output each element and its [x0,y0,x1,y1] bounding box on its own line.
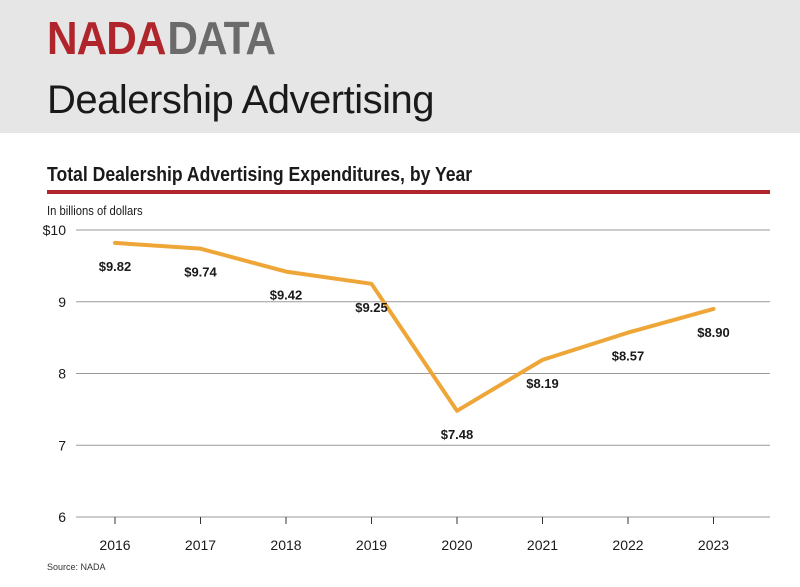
header-band: NADADATA Dealership Advertising [0,0,800,133]
y-tick-label: 6 [58,509,66,525]
logo-data-text: DATA [167,12,276,64]
source-note: Source: NADA [47,562,106,572]
data-label: $8.19 [526,376,559,391]
y-tick-label: 9 [58,294,66,310]
x-tick-label: 2018 [270,537,301,553]
x-tick-label: 2023 [698,537,729,553]
data-label: $8.57 [612,349,645,364]
y-axis-ticks: 6 7 8 9 $10 [43,222,67,525]
y-tick-label: $10 [43,222,67,238]
data-labels: $9.82 $9.74 $9.42 $9.25 $7.48 $8.19 $8.57 $8.90 [99,259,730,442]
x-axis: 2016 2017 2018 2019 2020 2021 2022 2023 [99,517,729,553]
units-note: In billions of dollars [47,204,143,218]
page-title: Dealership Advertising [47,78,435,122]
data-label: $9.42 [270,288,303,303]
nada-data-logo: NADADATA [47,10,276,66]
y-tick-label: 7 [58,437,66,453]
x-tick-label: 2016 [99,537,130,553]
x-tick-label: 2017 [185,537,216,553]
data-label: $9.82 [99,259,132,274]
x-tick-label: 2022 [612,537,643,553]
chart-title: Total Dealership Advertising Expenditure… [47,164,473,186]
data-label: $9.74 [184,265,217,280]
data-label: $8.90 [697,325,730,340]
title-divider [47,190,770,194]
y-tick-label: 8 [58,366,66,382]
gridlines [76,229,770,518]
x-tick-label: 2021 [527,537,558,553]
logo-nada-text: NADA [47,12,166,64]
data-label: $9.25 [355,300,388,315]
x-tick-label: 2020 [441,537,472,553]
data-label: $7.48 [441,427,474,442]
series-group [113,240,716,413]
x-tick-label: 2019 [356,537,387,553]
series-line [113,240,716,413]
